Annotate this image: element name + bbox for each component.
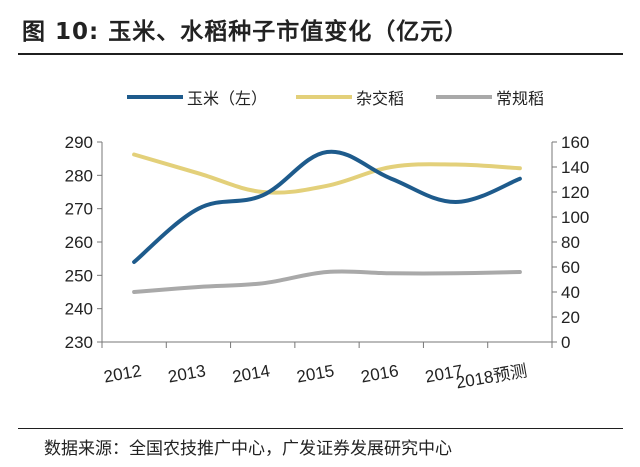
series-line-corn: [132, 149, 522, 264]
legend-label-hybrid-rice: 杂交稻: [356, 89, 405, 108]
legend-swatch-corn: [127, 95, 183, 99]
right-tick-label: 20: [561, 308, 580, 327]
left-tick-label: 280: [65, 166, 93, 185]
x-tick-label: 2013: [167, 361, 208, 386]
left-tick-label: 230: [65, 333, 93, 352]
source-divider: [18, 428, 623, 429]
right-tick-label: 160: [561, 133, 589, 152]
left-tick-label: 250: [65, 266, 93, 285]
right-tick-label: 100: [561, 208, 589, 227]
x-tick-label: 2016: [359, 361, 400, 386]
figure-title: 图 10: 玉米、水稻种子市值变化（亿元）: [22, 19, 469, 45]
legend-label-corn: 玉米（左）: [187, 89, 268, 108]
left-tick-label: 260: [65, 233, 93, 252]
legend-item-hybrid-rice: 杂交稻: [296, 85, 404, 109]
right-tick-label: 120: [561, 183, 589, 202]
right-tick-label: 40: [561, 283, 580, 302]
legend-label-conventional-rice: 常规稻: [496, 89, 545, 108]
source-note: 数据来源：全国农技推广中心，广发证券发展研究中心: [44, 439, 452, 459]
right-tick-label: 80: [561, 233, 580, 252]
left-tick-label: 240: [65, 300, 93, 319]
x-tick-label: 2018预测: [455, 361, 529, 392]
x-tick-label: 2015: [295, 361, 336, 386]
x-tick-label: 2014: [231, 361, 272, 386]
series-line-conventional-rice: [132, 269, 522, 294]
right-tick-label: 60: [561, 258, 580, 277]
legend-item-corn: 玉米（左）: [127, 85, 267, 109]
right-tick-label: 0: [561, 333, 570, 352]
title-divider: [18, 53, 623, 55]
right-tick-label: 140: [561, 158, 589, 177]
series-line-hybrid-rice: [132, 152, 522, 195]
left-tick-label: 270: [65, 200, 93, 219]
x-tick-label: 2012: [102, 361, 143, 386]
left-tick-label: 290: [65, 133, 93, 152]
legend-item-conventional-rice: 常规稻: [436, 85, 544, 109]
legend-swatch-conventional-rice: [436, 95, 492, 99]
legend-swatch-hybrid-rice: [296, 95, 352, 99]
